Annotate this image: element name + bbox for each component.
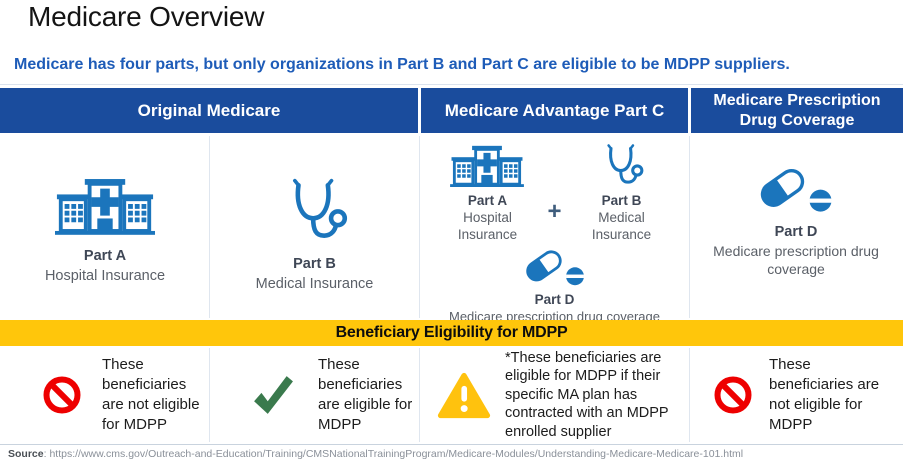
warning-icon: [437, 372, 491, 419]
cell-part-a: Part A Hospital Insurance: [0, 133, 210, 320]
stethoscope-icon: [596, 143, 648, 187]
part-d-label: Part D: [534, 291, 575, 307]
part-b-desc: Medical Insurance: [591, 210, 652, 242]
hospital-icon: [449, 143, 525, 187]
source-label: Source: [8, 448, 44, 460]
pills-icon: [523, 248, 587, 288]
part-b-desc: Medical Insurance: [255, 276, 374, 292]
part-a-label: Part A: [83, 248, 127, 264]
prohibited-icon: [713, 375, 753, 415]
column-header-prescription-drug: Medicare Prescription Drug Coverage: [691, 88, 903, 133]
eligibility-cell-part-d: These beneficiaries are not eligible for…: [689, 346, 903, 444]
cell-part-b: Part B Medical Insurance: [210, 133, 419, 320]
part-c-part-d: Part D Medicare prescription drug covera…: [449, 248, 660, 325]
source-url: https://www.cms.gov/Outreach-and-Educati…: [49, 448, 744, 460]
column-header-medicare-advantage: Medicare Advantage Part C: [421, 88, 688, 133]
column-divider: [689, 136, 690, 318]
hospital-icon: [55, 175, 155, 235]
page-title: Medicare Overview: [28, 1, 265, 32]
part-c-part-a: Part A Hospital Insurance: [441, 143, 533, 244]
eligibility-text: These beneficiaries are not eligible for…: [102, 356, 200, 433]
part-c-part-b: Part B Medical Insurance: [576, 143, 668, 244]
top-divider: [0, 84, 903, 85]
part-a-desc: Hospital Insurance: [44, 268, 166, 284]
footer-divider: [0, 444, 903, 445]
eligibility-cell-part-a: These beneficiaries are not eligible for…: [0, 346, 210, 444]
part-b-label: Part B: [293, 256, 336, 272]
column-header-original-medicare: Original Medicare: [0, 88, 418, 133]
part-b-label: Part B: [601, 193, 642, 208]
part-a-desc: Hospital Insurance: [457, 210, 518, 242]
part-c-combination: Part A Hospital Insurance + Part B Medic…: [441, 143, 667, 244]
part-d-desc: Medicare prescription drug coverage: [713, 243, 879, 277]
column-divider: [209, 136, 210, 318]
cell-part-c: Part A Hospital Insurance + Part B Medic…: [420, 133, 689, 324]
column-divider: [419, 348, 420, 442]
eligibility-text: These beneficiaries are not eligible for…: [769, 356, 880, 433]
eligibility-cell-part-c: *These beneficiaries are eligible for MD…: [419, 346, 689, 444]
stethoscope-icon: [277, 177, 353, 243]
eligibility-text: *These beneficiaries are eligible for MD…: [505, 349, 669, 440]
part-d-label: Part D: [774, 224, 818, 240]
cell-part-d: Part D Medicare prescription drug covera…: [689, 133, 903, 320]
source-citation: Source: https://www.cms.gov/Outreach-and…: [8, 448, 743, 460]
column-divider: [209, 348, 210, 442]
column-divider: [419, 136, 420, 318]
prohibited-icon: [42, 375, 82, 415]
plus-sign: +: [547, 198, 562, 225]
pills-icon: [757, 166, 835, 215]
source-separator: :: [43, 448, 50, 460]
column-divider: [689, 348, 690, 442]
subtitle: Medicare has four parts, but only organi…: [14, 56, 790, 73]
eligibility-row: These beneficiaries are not eligible for…: [0, 346, 903, 444]
eligibility-banner: Beneficiary Eligibility for MDPP: [0, 320, 903, 346]
check-icon: [250, 374, 296, 416]
part-a-label: Part A: [467, 193, 508, 208]
eligibility-cell-part-b: These beneficiaries are eligible for MDP…: [210, 346, 419, 444]
eligibility-text: These beneficiaries are eligible for MDP…: [318, 356, 413, 433]
